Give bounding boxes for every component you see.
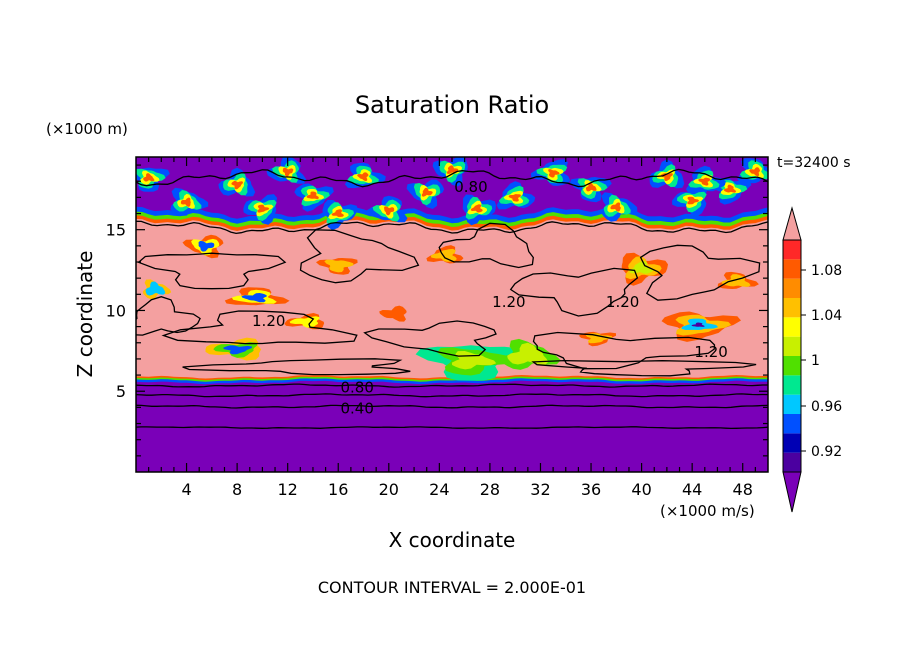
colorbar-swatch [783, 317, 801, 337]
upper-speckle [687, 196, 700, 205]
colorbar-frame [782, 239, 802, 473]
contour-label: 1.20 [694, 343, 727, 361]
contour-loop [136, 296, 201, 336]
y-axis-label: Z coordinate [73, 251, 97, 378]
contour-label: 0.80 [340, 378, 373, 396]
x-tick-label: 48 [733, 480, 753, 499]
upper-speckle [586, 182, 597, 192]
colorbar-swatch [783, 336, 801, 356]
colorbar-swatch [783, 240, 801, 260]
colorbar-label: 1.08 [811, 263, 842, 279]
x-tick-label: 36 [581, 480, 601, 499]
x-unit-label: (×1000 m/s) [660, 502, 755, 520]
upper-speckle [143, 173, 155, 182]
x-tick-label: 20 [379, 480, 399, 499]
contour-loop [532, 331, 716, 370]
y-tick-label: 15 [106, 221, 126, 240]
colorbar-swatch [783, 278, 801, 298]
upper-speckle [282, 167, 294, 177]
moist-patch [324, 259, 354, 273]
x-axis-label: X coordinate [389, 528, 516, 552]
colorbar-swatch [783, 452, 801, 472]
x-tick-label: 44 [682, 480, 702, 499]
colorbar-swatch [783, 298, 801, 318]
colorbar: 1.08 1.04 1 0.96 0.92 [782, 206, 842, 513]
moist-patch [629, 261, 654, 274]
contour-loop [531, 359, 757, 377]
contour-loop [299, 229, 420, 284]
upper-speckle [357, 172, 369, 181]
contour-loop [639, 244, 761, 301]
colorbar-swatch [783, 414, 801, 434]
contour-loop [438, 222, 534, 269]
upper-speckle [421, 187, 433, 197]
y-unit-label: (×1000 m) [46, 120, 128, 138]
upper-speckle [548, 169, 560, 178]
contour-loop [509, 267, 639, 317]
moist-patch [145, 281, 166, 296]
colorbar-label: 1.04 [811, 308, 842, 324]
upper-speckle [384, 206, 395, 216]
contour-line-top [136, 220, 768, 235]
moist-patch [379, 305, 407, 322]
moist-patch [198, 240, 215, 252]
x-tick-label: 8 [232, 480, 242, 499]
contour-label: 1.20 [492, 293, 525, 311]
moist-patch [691, 322, 705, 327]
upper-speckle [257, 204, 270, 213]
moist-patch [507, 342, 549, 365]
x-tick-label: 32 [530, 480, 550, 499]
upper-speckle [749, 167, 760, 177]
contour-label: 1.20 [252, 312, 285, 330]
x-tick-label: 12 [278, 480, 298, 499]
colorbar-swatch [783, 375, 801, 395]
colorbar-swatch [783, 259, 801, 279]
contour-loop [161, 310, 358, 345]
moist-patch [241, 293, 267, 303]
x-tick-label: 4 [181, 480, 191, 499]
upper-speckle [306, 191, 319, 200]
contour-line-080 [136, 383, 768, 388]
x-tick-label: 28 [480, 480, 500, 499]
y-tick-label: 5 [116, 382, 126, 401]
x-tick-label: 24 [429, 480, 449, 499]
colorbar-top-arrow [782, 206, 802, 241]
colorbar-label: 0.92 [811, 444, 842, 460]
moist-patch [585, 333, 613, 344]
contour-line-low [136, 426, 768, 430]
colorbar-label: 1 [811, 353, 820, 369]
chart-title: Saturation Ratio [355, 91, 549, 119]
colorbar-bottom-arrow [782, 471, 802, 513]
colorbar-swatch [783, 356, 801, 376]
upper-speckle [470, 204, 483, 213]
upper-speckle [180, 197, 191, 207]
upper-speckle [698, 177, 711, 186]
contour-interval-note: CONTOUR INTERVAL = 2.000E-01 [318, 578, 586, 597]
upper-speckle [231, 180, 244, 190]
upper-speckle [723, 184, 737, 193]
contour-loop [363, 320, 497, 357]
upper-speckle [508, 194, 521, 202]
contour-loop [137, 252, 287, 290]
upper-speckle [610, 202, 621, 212]
colorbar-label: 0.96 [811, 399, 842, 415]
contour-line-upper [136, 168, 768, 188]
colorbar-swatch [783, 394, 801, 414]
colorbar-swatch [783, 433, 801, 453]
time-label: t=32400 s [777, 155, 851, 171]
y-tick-label: 10 [106, 301, 126, 320]
x-tick-label: 16 [328, 480, 348, 499]
moist-patch [223, 345, 252, 355]
contour-label: 0.40 [340, 399, 373, 417]
x-tick-label: 40 [631, 480, 651, 499]
contour-label: 1.20 [606, 293, 639, 311]
contour-loop [182, 358, 411, 376]
contour-line-040 [136, 404, 768, 409]
upper-speckle [331, 209, 344, 217]
contour-label: 0.80 [454, 178, 487, 196]
contour-line-060 [136, 393, 768, 398]
